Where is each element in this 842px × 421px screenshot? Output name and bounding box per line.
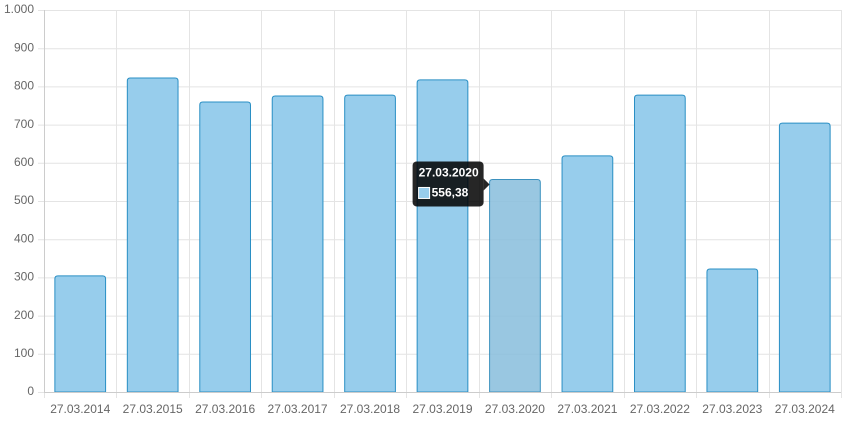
x-tick-label: 27.03.2024 — [775, 402, 835, 416]
bar — [634, 94, 686, 393]
bar — [778, 122, 831, 393]
x-tick-label: 27.03.2017 — [268, 402, 328, 416]
y-tick-label: 200 — [14, 308, 34, 322]
tooltip-swatch — [418, 186, 431, 199]
x-tick-label: 27.03.2020 — [485, 402, 545, 416]
x-tick-label: 27.03.2016 — [195, 402, 255, 416]
y-tick-label: 100 — [14, 346, 34, 360]
y-tick-label: 600 — [14, 155, 34, 169]
x-tick-label: 27.03.2021 — [557, 402, 617, 416]
x-tick-label: 27.03.2015 — [123, 402, 183, 416]
x-tick-label: 27.03.2014 — [50, 402, 110, 416]
y-tick-label: 0 — [27, 384, 34, 398]
bar — [489, 178, 541, 393]
x-tick-label: 27.03.2022 — [630, 402, 690, 416]
x-tick-label: 27.03.2018 — [340, 402, 400, 416]
bar — [706, 268, 759, 393]
y-tick-label: 900 — [14, 40, 34, 54]
y-tick-label: 1.000 — [4, 2, 34, 16]
tooltip-title: 27.03.2020 — [419, 166, 479, 180]
x-tick-label: 27.03.2019 — [412, 402, 472, 416]
y-tick-label: 800 — [14, 79, 34, 93]
tooltip: 27.03.2020 556,38 — [412, 161, 490, 207]
bar — [54, 275, 107, 393]
bar — [416, 79, 469, 393]
y-tick-label: 700 — [14, 117, 34, 131]
bar — [344, 94, 396, 393]
y-tick-label: 300 — [14, 270, 34, 284]
x-tick-label: 27.03.2023 — [702, 402, 762, 416]
y-tick-label: 400 — [14, 231, 34, 245]
bar — [561, 155, 614, 393]
tooltip-value: 556,38 — [432, 186, 469, 200]
tooltip-box — [412, 161, 484, 207]
bar — [199, 101, 251, 393]
tooltip-caret — [483, 178, 490, 191]
bar — [271, 95, 324, 393]
y-tick-label: 500 — [14, 193, 34, 207]
bar — [126, 77, 179, 393]
